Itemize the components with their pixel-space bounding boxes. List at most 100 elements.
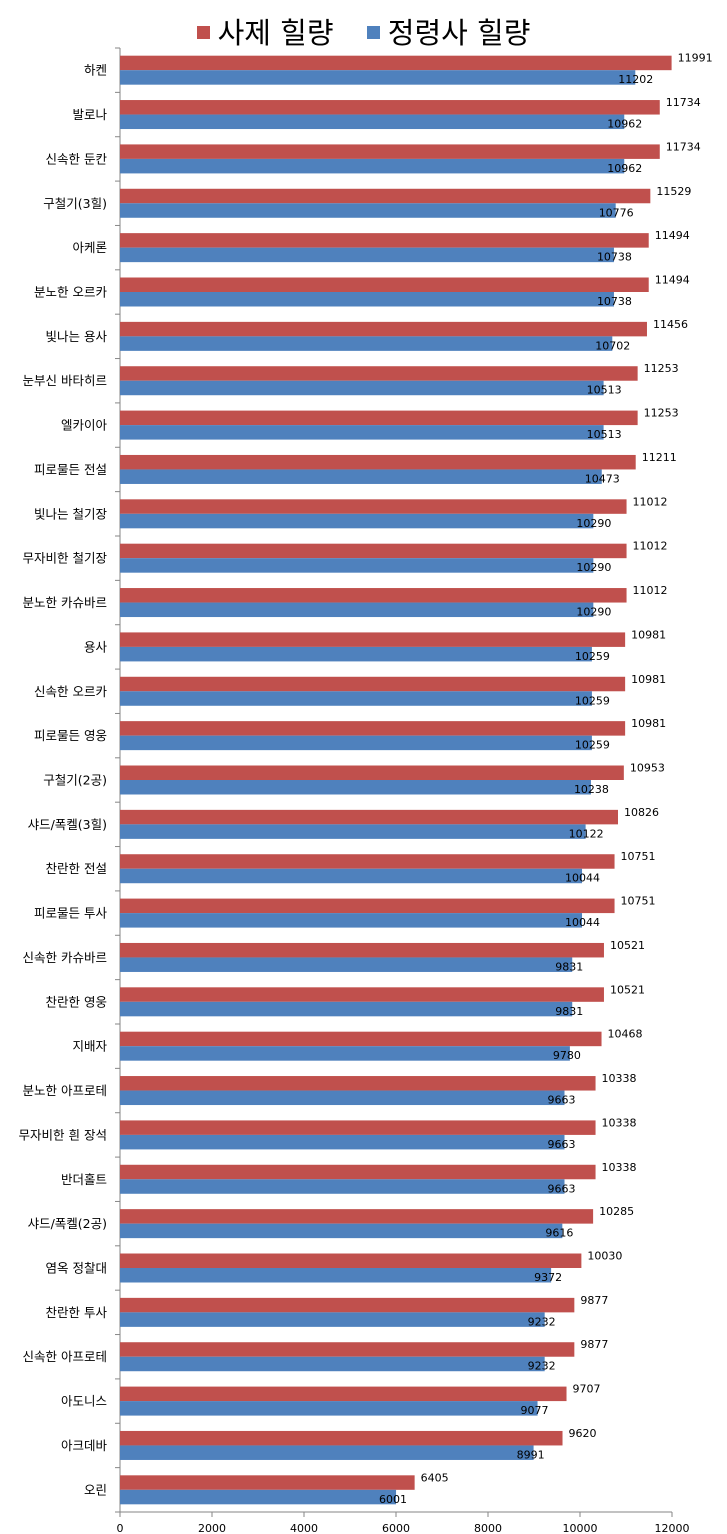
data-label-series-1: 10030 [587, 1250, 622, 1263]
category-label: 빛나는 철기장 [34, 506, 107, 521]
category-label: 구철기(2공) [43, 773, 107, 788]
data-label-series-2: 10513 [587, 384, 622, 397]
data-label-series-1: 10751 [621, 850, 656, 863]
bar-series-2 [120, 513, 594, 529]
data-label-series-1: 9620 [569, 1427, 597, 1440]
category-label: 신속한 둔칸 [46, 151, 108, 166]
data-label-series-1: 10826 [624, 806, 659, 819]
data-label-series-1: 10953 [630, 762, 665, 775]
x-tick-label: 12000 [655, 1522, 690, 1534]
data-label-series-1: 11253 [644, 362, 679, 375]
data-label-series-2: 9780 [553, 1049, 581, 1062]
bar-series-1 [120, 1031, 602, 1047]
category-label: 피로물든 영웅 [34, 728, 107, 743]
x-tick-label: 6000 [382, 1522, 410, 1534]
category-label: 구철기(3힐) [43, 196, 107, 211]
data-label-series-2: 9831 [555, 1005, 583, 1018]
x-tick-label: 0 [117, 1522, 124, 1534]
data-label-series-1: 10285 [599, 1205, 634, 1218]
data-label-series-1: 11012 [633, 495, 668, 508]
data-label-series-2: 9831 [555, 960, 583, 973]
bar-series-1 [120, 1430, 563, 1446]
bar-series-2 [120, 380, 604, 396]
bar-series-2 [120, 957, 573, 972]
bar-series-1 [120, 765, 624, 780]
bar-series-1 [120, 942, 604, 958]
data-label-series-2: 9663 [547, 1094, 575, 1107]
bar-series-2 [120, 1223, 563, 1239]
category-label: 신속한 오르카 [34, 684, 107, 699]
category-label: 반더홀트 [61, 1172, 107, 1187]
category-label: 샤드/폭켈(2공) [28, 1216, 107, 1231]
category-label: 빛나는 용사 [46, 329, 108, 344]
bar-series-1 [120, 721, 626, 736]
category-label: 하켄 [84, 63, 107, 78]
bar-series-2 [120, 1134, 565, 1150]
data-label-series-1: 11253 [644, 407, 679, 420]
category-label: 신속한 카슈바르 [23, 950, 107, 965]
data-label-series-2: 10044 [565, 916, 600, 929]
bar-series-2 [120, 1356, 545, 1372]
data-label-series-1: 11012 [633, 584, 668, 597]
data-label-series-1: 10981 [631, 673, 666, 686]
x-tick-label: 4000 [290, 1522, 318, 1534]
data-label-series-1: 11529 [656, 185, 691, 198]
bar-series-2 [120, 735, 592, 751]
data-label-series-1: 9877 [580, 1338, 608, 1351]
legend-item-series-1: 사제 힐량 [196, 10, 334, 52]
bar-series-2 [120, 1312, 545, 1327]
category-label: 찬란한 투사 [46, 1305, 108, 1320]
data-label-series-2: 11202 [618, 73, 653, 86]
data-label-series-2: 9077 [521, 1404, 549, 1417]
bar-series-2 [120, 646, 592, 662]
data-label-series-2: 10473 [585, 472, 620, 485]
category-label: 무자비한 흰 장석 [19, 1127, 107, 1142]
data-label-series-2: 10122 [569, 827, 604, 840]
data-label-series-1: 11456 [653, 318, 688, 331]
data-label-series-1: 9707 [573, 1383, 601, 1396]
data-label-series-1: 10338 [602, 1116, 637, 1129]
bar-series-1 [120, 454, 636, 470]
data-label-series-1: 10981 [631, 628, 666, 641]
bar-series-2 [120, 336, 613, 351]
data-label-series-2: 9663 [547, 1138, 575, 1151]
category-label: 신속한 아프로테 [23, 1349, 107, 1364]
bar-series-2 [120, 1401, 538, 1416]
bar-series-1 [120, 55, 672, 71]
bar-series-2 [120, 602, 594, 618]
data-label-series-1: 11734 [666, 140, 701, 153]
bar-series-2 [120, 1090, 565, 1106]
data-label-series-2: 10776 [599, 206, 634, 219]
bar-series-2 [120, 1179, 565, 1194]
x-tick-label: 2000 [198, 1522, 226, 1534]
category-label: 염옥 정찰대 [46, 1261, 107, 1276]
bar-series-1 [120, 1164, 596, 1180]
bar-series-1 [120, 100, 660, 115]
data-label-series-2: 10702 [595, 339, 630, 352]
bar-series-1 [120, 1076, 596, 1091]
bar-series-1 [120, 144, 660, 159]
data-label-series-1: 11991 [678, 52, 713, 65]
data-label-series-2: 10290 [576, 561, 611, 574]
bar-series-2 [120, 292, 614, 307]
bar-series-2 [120, 469, 602, 484]
bar-series-2 [120, 558, 594, 573]
data-label-series-2: 10044 [565, 872, 600, 885]
bar-series-1 [120, 366, 638, 381]
bar-series-1 [120, 987, 604, 1002]
bar-series-1 [120, 277, 649, 292]
bar-series-1 [120, 321, 647, 337]
data-label-series-2: 10259 [575, 694, 610, 707]
data-label-series-2: 9616 [545, 1227, 573, 1240]
category-label: 엘카이아 [61, 418, 108, 433]
x-tick-label: 10000 [563, 1522, 598, 1534]
data-label-series-1: 10468 [608, 1028, 643, 1041]
category-label: 무자비한 철기장 [23, 551, 108, 566]
data-label-series-1: 11012 [633, 540, 668, 553]
bar-series-1 [120, 1297, 575, 1313]
category-label: 눈부신 바타히르 [23, 373, 107, 388]
data-label-series-2: 10290 [576, 517, 611, 530]
bar-series-1 [120, 1120, 596, 1135]
data-label-series-1: 9877 [580, 1294, 608, 1307]
category-label: 분노한 오르카 [34, 285, 107, 300]
